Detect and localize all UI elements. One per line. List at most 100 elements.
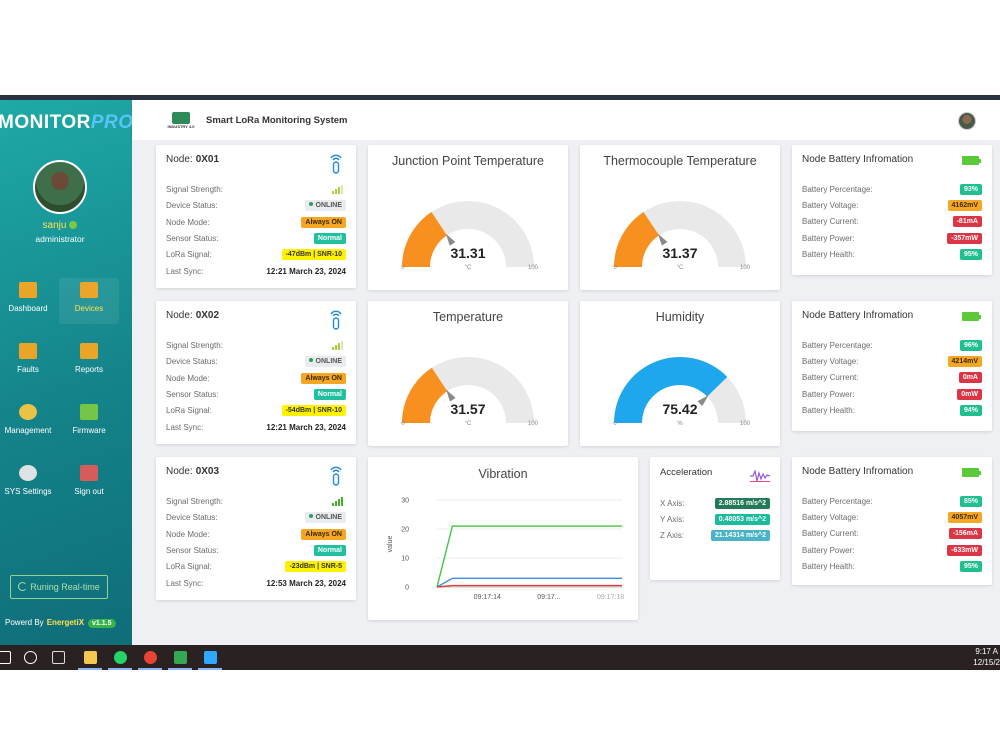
menu-item[interactable]: Devices [59, 278, 119, 324]
battery-title: Node Battery Infromation [802, 154, 914, 165]
footer-version: v1.1.5 [88, 619, 116, 628]
taskbar-icon[interactable] [84, 651, 97, 664]
axis-label: Y Axis: [660, 515, 685, 524]
last-sync: 12:21 March 23, 2024 [266, 266, 346, 276]
row-label: Node Mode: [166, 529, 210, 539]
taskbar-time: 9:17 A [975, 647, 998, 656]
logo-main: MONITOR [0, 112, 91, 133]
last-sync: 12:53 March 23, 2024 [266, 578, 346, 588]
taskbar: 9:17 A 12/15/2 [0, 645, 1000, 670]
node-id: 0X03 [195, 466, 220, 477]
gauge-card: Humidity 75.42% 0 100 [580, 301, 780, 446]
signal-bar [335, 189, 337, 194]
y-axis-label: value [387, 536, 394, 553]
battery-badge: 95% [959, 560, 982, 572]
menu-item[interactable]: Faults [0, 339, 58, 385]
row-label: Last Sync: [166, 578, 204, 588]
taskbar-icon[interactable] [24, 651, 37, 664]
battery-badge: 96% [959, 340, 982, 351]
row-label: Last Sync: [166, 266, 204, 276]
signal-bar [341, 497, 343, 506]
menu-item[interactable]: Dashboard [0, 278, 58, 324]
row-label: Last Sync: [166, 422, 204, 432]
gauge: 31.31 °C 0 100 [401, 200, 539, 271]
battery-badge: 4162mV [947, 200, 982, 212]
taskbar-underline [198, 668, 222, 670]
gauge-unit: °C [465, 265, 472, 271]
gauge-min: 0 [401, 265, 405, 271]
signal-bar [341, 185, 343, 194]
menu-item[interactable]: SYS Settings [0, 461, 58, 507]
row-label: Node Mode: [166, 373, 210, 383]
battery-icon [962, 312, 981, 321]
taskbar-icon[interactable] [204, 651, 217, 664]
user-name: sanju [0, 220, 120, 231]
node-title-label: Node: [166, 154, 193, 165]
menu-item[interactable]: Sign out [59, 461, 119, 507]
header-avatar[interactable] [958, 112, 976, 130]
signal-bar [332, 191, 334, 194]
row-label: Battery Voltage: [802, 357, 859, 367]
user-role: administrator [35, 234, 85, 244]
status-badge: -23dBm | SNR-5 [285, 561, 346, 573]
badge-text: Always ON [305, 374, 342, 382]
taskbar-icon[interactable] [144, 651, 157, 664]
online-dot [308, 358, 313, 363]
row-label: Battery Percentage: [802, 341, 873, 350]
gauge-pointer [657, 233, 668, 246]
battery-tip [979, 158, 981, 163]
taskbar-icon[interactable] [0, 651, 11, 664]
gauge-card: Thermocouple Temperature 31.37 °C 0 100 [580, 145, 780, 290]
menu-item[interactable]: Reports [59, 339, 119, 385]
gauge-title: Humidity [655, 310, 705, 324]
battery-icon [962, 468, 981, 477]
row-label: Battery Current: [802, 217, 859, 227]
menu-icon [80, 343, 98, 359]
logo-accent: PRO [90, 112, 132, 133]
node-title: Node: 0X02 [166, 310, 219, 321]
menu-icon [80, 404, 98, 420]
row-label: Signal Strength: [166, 341, 223, 350]
gauge: 75.42% 0 100 [613, 356, 751, 427]
status-badge: ONLINE [304, 512, 346, 524]
menu-item[interactable]: Management [0, 400, 58, 446]
badge-text: -47dBm | SNR-10 [285, 251, 342, 259]
row-label: Battery Current: [802, 373, 859, 383]
taskbar-icon[interactable] [174, 651, 187, 664]
gauge: 31.57 °C 0 100 [401, 356, 539, 427]
signal-bar [332, 503, 334, 506]
gauge-unit: % [677, 421, 683, 427]
series-line [436, 525, 622, 588]
gauge-value: 31.31 [450, 245, 485, 261]
gauge-min: 0 [613, 421, 617, 427]
battery-icon [962, 156, 981, 165]
lora-icon-svg [330, 310, 342, 330]
badge-text: Always ON [305, 530, 342, 538]
battery-badge: 93% [959, 184, 982, 195]
header-logo [172, 112, 190, 124]
taskbar-icon[interactable] [114, 651, 127, 664]
menu-label: Dashboard [8, 304, 48, 313]
gauge-max: 100 [528, 265, 539, 271]
battery-tip [979, 470, 981, 475]
status-button[interactable]: Runing Real-time [10, 575, 108, 599]
status-badge: Normal [313, 388, 346, 400]
row-label: Battery Voltage: [802, 201, 859, 211]
taskbar-icon[interactable] [52, 651, 65, 664]
footer: Powerd By EnergetiX v1.1.5 [5, 618, 116, 628]
node-title-label: Node: [166, 310, 193, 321]
battery-badge: 4214mV [947, 356, 982, 368]
series-line [436, 584, 622, 588]
row-label: Battery Current: [802, 529, 859, 539]
acceleration-title: Acceleration [660, 467, 713, 478]
row-label: Battery Health: [802, 561, 855, 571]
logo: MONITORPRO [0, 107, 132, 134]
battery-badge: 94% [959, 404, 982, 416]
signal-bar [341, 341, 343, 350]
axis-label: X Axis: [660, 499, 685, 508]
menu-label: Faults [17, 365, 39, 374]
menu-item[interactable]: Firmware [59, 400, 119, 446]
y-tick-label: 30 [401, 498, 409, 505]
status-badge: Always ON [301, 528, 346, 540]
